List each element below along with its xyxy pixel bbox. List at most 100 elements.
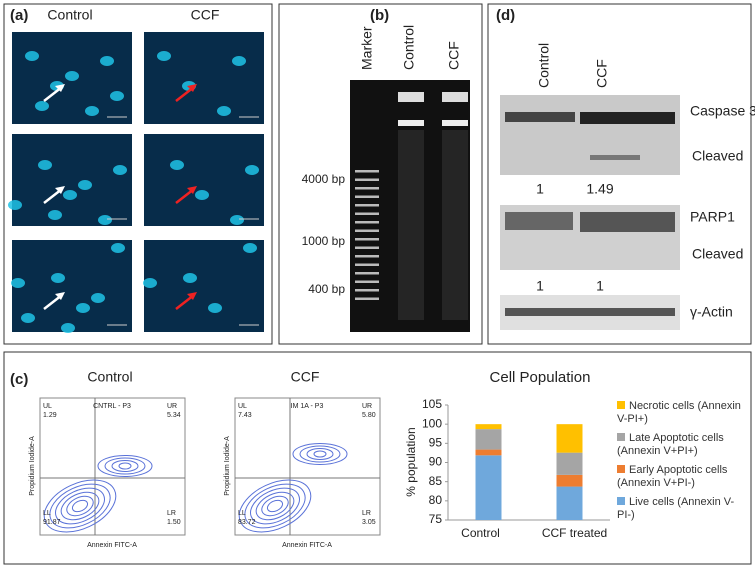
bar-segment	[475, 449, 502, 456]
nucleus	[170, 160, 184, 170]
bar-segment	[556, 486, 583, 520]
nucleus	[61, 323, 75, 333]
y-tick-label: 100	[422, 416, 442, 430]
nucleus	[98, 215, 112, 225]
arrow-head	[187, 84, 197, 92]
nucleus	[217, 106, 231, 116]
contour	[261, 495, 289, 517]
bar-segment	[556, 424, 583, 453]
label: 91.87	[43, 519, 61, 526]
legend-label: Early Apoptotic cells (Annexin V+PI-)	[617, 464, 728, 489]
arrow-head	[55, 186, 65, 194]
label: CCF	[446, 41, 462, 70]
micrograph	[144, 240, 264, 332]
bar-segment	[475, 429, 502, 450]
label: CCF	[594, 59, 610, 88]
ladder-band	[355, 272, 379, 275]
contour	[244, 483, 306, 529]
ladder-band	[355, 195, 379, 198]
label: γ-Actin	[690, 304, 733, 320]
panel-d-frame	[487, 3, 752, 345]
label: LL	[238, 510, 246, 517]
label: CNTRL - P3	[93, 403, 131, 410]
ladder-band	[355, 297, 379, 300]
ladder-band	[355, 204, 379, 207]
legend-label: Necrotic cells (Annexin V-PI+)	[617, 400, 741, 425]
contour	[299, 445, 341, 463]
arrow-head	[55, 84, 65, 92]
y-tick-label: 85	[429, 474, 443, 488]
blot	[500, 95, 680, 175]
label: LR	[362, 510, 371, 517]
micrograph	[144, 32, 264, 124]
label: 3.05	[362, 519, 376, 526]
nucleus	[111, 243, 125, 253]
micrograph	[144, 134, 264, 226]
dna-band	[398, 92, 424, 102]
nucleus	[100, 56, 114, 66]
label: 1	[596, 278, 604, 294]
nucleus	[63, 190, 77, 200]
label: CCF	[191, 7, 220, 23]
label: Cleaved	[692, 148, 743, 164]
label: UL	[238, 403, 247, 410]
dna-band	[442, 92, 468, 102]
contour	[118, 462, 132, 470]
nucleus	[65, 71, 79, 81]
contour	[71, 499, 89, 513]
contour	[55, 487, 105, 525]
label: Annexin FITC-A	[282, 542, 332, 549]
contour	[60, 491, 100, 521]
ladder-band	[355, 170, 379, 173]
bar-segment	[556, 452, 583, 475]
dna-band	[442, 120, 468, 126]
nucleus	[195, 190, 209, 200]
legend-swatch	[617, 433, 625, 441]
nucleus	[25, 51, 39, 61]
dna-band	[398, 120, 424, 126]
bar-segment	[475, 424, 502, 430]
y-tick-label: 80	[429, 493, 443, 507]
y-tick-label: 105	[422, 397, 442, 411]
arrow-head	[187, 186, 197, 194]
contour	[313, 450, 327, 458]
label: 1.49	[586, 181, 613, 197]
legend-swatch	[617, 465, 625, 473]
label: (a)	[10, 7, 28, 24]
ladder-band	[355, 255, 379, 258]
legend-entry: Live cells (Annexin V- PI-)	[617, 496, 747, 522]
label: Control	[47, 7, 92, 23]
ladder-band	[355, 289, 379, 292]
blot-band	[580, 212, 675, 232]
contour	[97, 455, 153, 477]
contour	[43, 479, 117, 533]
contour	[306, 448, 334, 460]
contour	[238, 479, 312, 533]
nucleus	[11, 278, 25, 288]
contour	[266, 499, 284, 513]
label: Control	[536, 43, 552, 88]
legend-swatch	[617, 401, 625, 409]
contour	[292, 443, 348, 465]
smear	[398, 130, 424, 320]
micrograph	[12, 134, 132, 226]
nucleus	[183, 273, 197, 283]
label: Propidium Iodide-A	[224, 436, 231, 496]
label: 1	[536, 181, 544, 197]
label: PARP1	[690, 209, 735, 225]
x-tick-label: Control	[461, 526, 500, 540]
label: UR	[167, 403, 177, 410]
label: (d)	[496, 7, 515, 24]
nucleus	[113, 165, 127, 175]
bar-segment	[556, 474, 583, 487]
nucleus	[51, 273, 65, 283]
label: LL	[43, 510, 51, 517]
label: 400 bp	[308, 282, 345, 296]
label: 4000 bp	[302, 172, 346, 186]
label: 5.80	[362, 412, 376, 419]
label: 5.34	[167, 412, 181, 419]
bar-segment	[475, 455, 502, 520]
nucleus	[243, 243, 257, 253]
arrow-head	[187, 292, 197, 300]
ladder-band	[355, 263, 379, 266]
